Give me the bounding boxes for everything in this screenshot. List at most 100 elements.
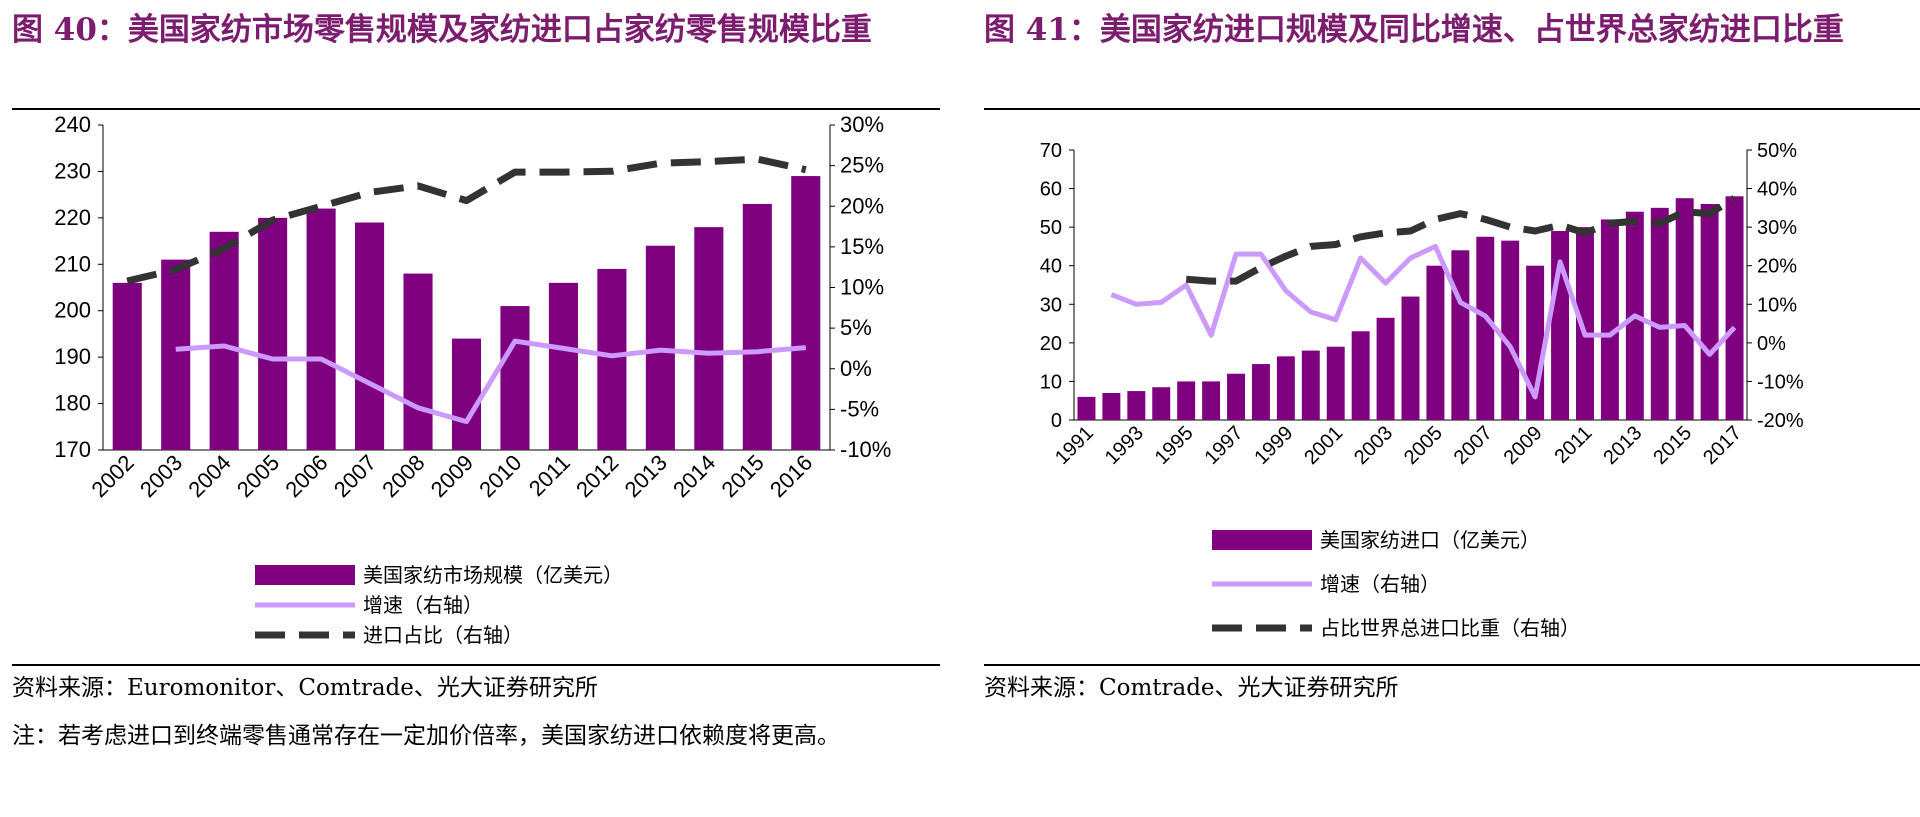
- chart-41-line-growth: [1110, 243, 1737, 400]
- chart-40-bar-2005: [258, 217, 288, 450]
- chart-40-legend-label-bar: 美国家纺市场规模（亿美元）: [363, 564, 623, 587]
- chart-41-legend-label-share: 占比世界总进口比重（右轴）: [1320, 617, 1580, 640]
- chart-40-bar-2010: [500, 306, 530, 450]
- chart-41-bar-2011: [1576, 227, 1594, 420]
- chart-40-x-tick-label: 2013: [620, 450, 672, 502]
- chart-41-legend-label-growth: 增速（右轴）: [1320, 573, 1440, 596]
- figure-41-chart: 0 10 20 30 40 50 60 70 -20% -10% 0% 10% 20% 30% 40% 50%…: [1040, 140, 1804, 640]
- chart-40-bar-2003: [161, 259, 191, 450]
- chart-41-right-tick-label: -20%: [1757, 410, 1804, 432]
- chart-41-bar-1994: [1152, 387, 1171, 420]
- chart-40-x-tick-label: 2007: [329, 450, 381, 502]
- chart-40-legend-swatch-bar: [255, 565, 355, 585]
- chart-40-x-tick-label: 2010: [474, 450, 526, 502]
- chart-41-bar-2002: [1351, 331, 1370, 420]
- chart-41-x-tick-label: 1999: [1250, 422, 1297, 469]
- chart-40-right-tick-label: 10%: [840, 275, 884, 300]
- chart-40-x-tick-label: 2009: [426, 450, 478, 502]
- chart-41-right-tick-label: 50%: [1757, 140, 1797, 162]
- chart-41-x-tick-label: 1993: [1101, 422, 1148, 469]
- chart-41-bar-1995: [1177, 381, 1196, 420]
- figure-41-top-rule: [984, 108, 1920, 110]
- chart-40-legend-label-share: 进口占比（右轴）: [363, 624, 523, 647]
- chart-40-left-tick-label: 240: [54, 112, 91, 137]
- chart-41-bar-2000: [1301, 350, 1320, 420]
- chart-41-x-tick-label: 1995: [1151, 422, 1198, 469]
- chart-40-legend-label-growth: 增速（右轴）: [363, 594, 483, 617]
- figure-40-title: 图 40：美国家纺市场零售规模及家纺进口占家纺零售规模比重: [12, 12, 872, 48]
- chart-41-left-tick-label: 0: [1051, 410, 1062, 432]
- chart-41-bar-1993: [1127, 391, 1146, 420]
- chart-40-left-tick-label: 220: [54, 205, 91, 230]
- chart-41-bar-2005: [1426, 265, 1445, 420]
- chart-40-x-tick-label: 2003: [135, 450, 187, 502]
- figure-40-panel: 图 40：美国家纺市场零售规模及家纺进口占家纺零售规模比重 170 180 190 2…: [0, 0, 940, 817]
- chart-41-bar-2004: [1401, 296, 1420, 420]
- chart-41-left-tick-label: 60: [1040, 179, 1062, 201]
- chart-40-right-tick-label: 0%: [840, 356, 872, 381]
- chart-40-x-tick-label: 2011: [524, 450, 575, 501]
- chart-41-legend-swatch-bar: [1212, 530, 1312, 550]
- chart-40-line-share: [126, 155, 807, 285]
- chart-40-bar-2004: [209, 231, 239, 450]
- chart-40-x-tick-label: 2015: [717, 450, 769, 502]
- chart-40-x-tick-label: 2016: [765, 450, 817, 502]
- chart-41-legend-label-bar: 美国家纺进口（亿美元）: [1320, 529, 1540, 552]
- chart-41-bar-1996: [1202, 381, 1221, 420]
- chart-40-right-tick-label: 30%: [840, 112, 884, 137]
- chart-41-right-tick-label: 10%: [1757, 294, 1797, 316]
- chart-41-bar-2006: [1451, 250, 1470, 420]
- chart-40-left-tick-label: 190: [54, 344, 91, 369]
- chart-41-x-tick-label: 2003: [1350, 422, 1397, 469]
- chart-41-x-tick-label: 2017: [1699, 422, 1746, 469]
- chart-40-x-tick-label: 2004: [183, 450, 235, 502]
- chart-41-left-tick-label: 30: [1040, 294, 1062, 316]
- chart-40-x-tick-label: 2008: [377, 450, 429, 502]
- chart-41-bar-2010: [1551, 231, 1570, 420]
- figure-41-source: 资料来源：Comtrade、光大证券研究所: [984, 675, 1399, 701]
- chart-40-line-growth: [175, 338, 807, 425]
- figure-40-top-rule: [12, 108, 940, 110]
- chart-41-x-tick-label: 2007: [1450, 422, 1497, 469]
- chart-40-bar-2009: [451, 338, 482, 450]
- chart-40-right-tick-label: -10%: [840, 437, 891, 462]
- chart-40-x-tick-label: 2012: [571, 450, 623, 502]
- chart-40-left-tick-label: 180: [54, 391, 91, 416]
- figure-41-bottom-rule: [984, 664, 1920, 666]
- figure-40-source: 资料来源：Euromonitor、Comtrade、光大证券研究所: [12, 675, 598, 701]
- figure-40-note: 注：若考虑进口到终端零售通常存在一定加价倍率，美国家纺进口依赖度将更高。: [12, 723, 840, 749]
- chart-41-x-tick-label: 2001: [1300, 422, 1347, 469]
- chart-41-x-tick-label: 2009: [1500, 422, 1547, 469]
- chart-41-left-tick-label: 10: [1040, 371, 1062, 393]
- chart-41-bar-2017: [1725, 196, 1744, 420]
- chart-40-bar-2012: [597, 268, 627, 450]
- chart-41-x-tick-label: 1997: [1201, 422, 1248, 469]
- chart-41-bar-2012: [1600, 219, 1619, 420]
- figure-41-title: 图 41：美国家纺进口规模及同比增速、占世界总家纺进口比重: [984, 12, 1844, 48]
- chart-41-right-tick-label: 40%: [1757, 179, 1797, 201]
- chart-41-bar-1992: [1102, 393, 1121, 420]
- chart-41-right-tick-label: -10%: [1757, 371, 1804, 393]
- chart-41-right-tick-label: 0%: [1757, 333, 1786, 355]
- chart-40-bar-2002: [112, 282, 142, 450]
- chart-40-x-tick-label: 2005: [232, 450, 284, 502]
- chart-41-bar-1999: [1276, 356, 1295, 420]
- chart-40-left-tick-label: 200: [54, 298, 91, 323]
- chart-40-x-tick-label: 2006: [280, 450, 332, 502]
- chart-41-line-share: [1185, 195, 1737, 285]
- chart-41-right-tick-label: 30%: [1757, 217, 1797, 239]
- chart-40-bar-2008: [403, 273, 433, 450]
- chart-41-bar-2016: [1700, 204, 1719, 420]
- chart-41-left-tick-label: 20: [1040, 333, 1062, 355]
- chart-40-bar-2007: [355, 222, 385, 450]
- chart-40-x-tick-label: 2002: [86, 450, 138, 502]
- chart-40-bar-2011: [548, 282, 578, 450]
- chart-41-right-tick-label: 20%: [1757, 256, 1797, 278]
- chart-40-right-tick-label: -5%: [840, 396, 879, 421]
- chart-41-x-tick-label: 2013: [1599, 422, 1646, 469]
- chart-40-bar-2006: [306, 208, 336, 450]
- chart-41-x-tick-label: 2015: [1649, 422, 1696, 469]
- chart-40-left-tick-label: 210: [54, 251, 91, 276]
- chart-41-bar-2001: [1326, 346, 1345, 420]
- chart-40-right-tick-label: 5%: [840, 315, 872, 340]
